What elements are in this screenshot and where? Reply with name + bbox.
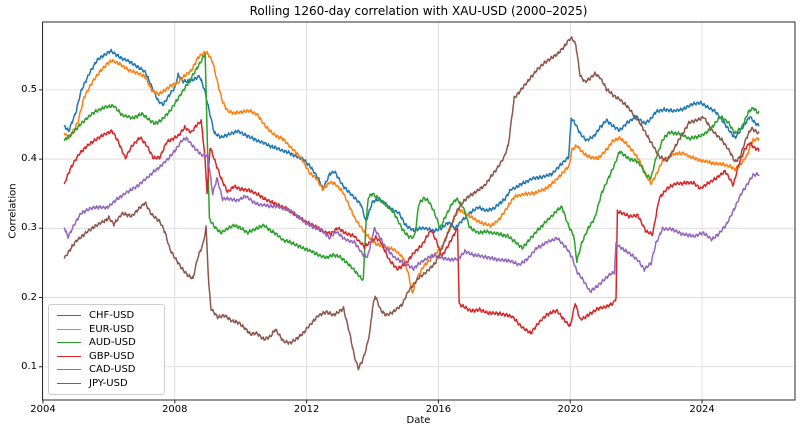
legend-line-swatch	[57, 328, 81, 330]
legend-line-swatch	[57, 382, 81, 384]
legend-item: CHF-USD	[49, 309, 164, 323]
legend-item: AUD-USD	[49, 336, 164, 350]
x-tick-label: 2004	[30, 404, 56, 415]
y-tick-label: 0.4	[21, 153, 37, 165]
legend-label: AUD-USD	[89, 337, 136, 349]
x-tick-label: 2020	[557, 404, 583, 415]
legend-label: GBP-USD	[89, 350, 135, 362]
legend-item: CAD-USD	[49, 363, 164, 377]
y-tick-label: 0.5	[21, 83, 37, 95]
legend-label: CAD-USD	[89, 364, 136, 376]
x-axis-label: Date	[406, 415, 431, 426]
y-tick-label: 0.2	[21, 291, 37, 303]
legend-line-swatch	[57, 369, 81, 371]
y-tick-label: 0.1	[21, 360, 37, 372]
legend-line-swatch	[57, 342, 81, 344]
legend-line-swatch	[57, 355, 81, 357]
legend-item: EUR-USD	[49, 323, 164, 337]
legend-item: GBP-USD	[49, 350, 164, 364]
x-tick-label: 2012	[293, 404, 320, 415]
legend-label: EUR-USD	[89, 323, 135, 335]
legend-line-swatch	[57, 315, 81, 317]
y-tick-label: 0.3	[21, 222, 37, 234]
legend-label: CHF-USD	[89, 310, 135, 322]
legend-item: JPY-USD	[49, 377, 164, 391]
x-tick-label: 2016	[425, 404, 452, 415]
x-tick-label: 2024	[689, 404, 715, 415]
legend: CHF-USD EUR-USD AUD-USD GBP-USD CAD-USD JPY-U…	[48, 304, 165, 395]
legend-label: JPY-USD	[89, 377, 128, 389]
chart-title: Rolling 1260-day correlation with XAU-US…	[249, 4, 588, 18]
x-tick-label: 2008	[162, 404, 188, 415]
